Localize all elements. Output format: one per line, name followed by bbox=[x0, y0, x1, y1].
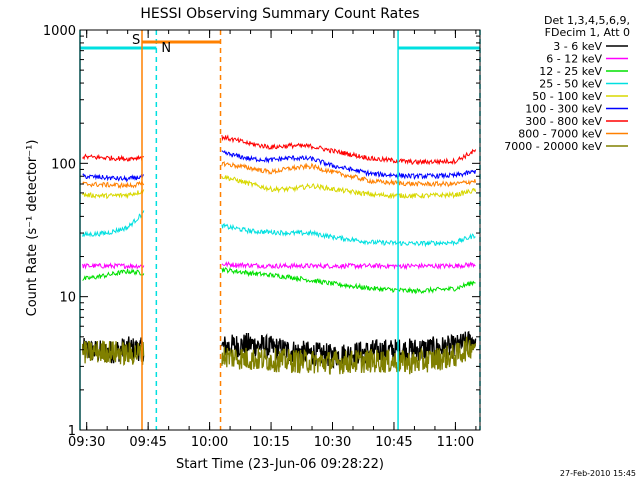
legend-header-1: FDecim 1, Att 0 bbox=[545, 26, 630, 39]
x-tick-label-1: 09:45 bbox=[129, 435, 166, 450]
plot-area: SN bbox=[79, 30, 481, 430]
legend-header-0: Det 1,3,4,5,6,9, bbox=[544, 14, 630, 27]
series-line-4-segment-0 bbox=[82, 189, 145, 200]
series-line-4-segment-1 bbox=[221, 174, 477, 200]
n-marker-label: N bbox=[161, 41, 171, 56]
legend-entry-label-4: 50 - 100 keV bbox=[532, 90, 602, 103]
y-tick-label-1: 10 bbox=[59, 291, 76, 306]
legend-entry-label-7: 800 - 7000 keV bbox=[518, 128, 602, 141]
chart-title: HESSI Observing Summary Count Rates bbox=[140, 6, 419, 22]
s-marker-label: S bbox=[132, 33, 140, 48]
y-axis-title: Count Rate (s⁻¹ detector⁻¹) bbox=[25, 140, 40, 317]
series-line-2-segment-1 bbox=[221, 266, 476, 295]
x-axis-title: Start Time (23-Jun-06 09:28:22) bbox=[176, 457, 384, 472]
series-line-6-segment-1 bbox=[221, 134, 477, 166]
series-line-5-segment-1 bbox=[221, 149, 477, 180]
x-tick-label-3: 10:15 bbox=[252, 435, 289, 450]
legend-entry-label-1: 6 - 12 keV bbox=[546, 53, 602, 66]
series-line-2-segment-0 bbox=[82, 268, 145, 281]
x-tick-label-5: 10:45 bbox=[375, 435, 412, 450]
x-tick-label-0: 09:30 bbox=[68, 435, 105, 450]
plot-frame bbox=[79, 29, 481, 431]
axes: 09:30 09:45 10:00 10:15 10:30 10:45 11:00 1 10 10… bbox=[43, 24, 481, 450]
series-line-7-segment-1 bbox=[221, 160, 477, 188]
y-tick-label-3: 1000 bbox=[43, 24, 76, 39]
series-line-1-segment-0 bbox=[82, 262, 145, 270]
series-line-6-segment-0 bbox=[82, 153, 144, 162]
series-line-7-segment-0 bbox=[82, 180, 145, 190]
y-tick-label-2: 100 bbox=[51, 157, 76, 172]
legend-entry-label-8: 7000 - 20000 keV bbox=[504, 140, 602, 153]
series-line-3-segment-0 bbox=[82, 210, 145, 238]
series-line-1-segment-1 bbox=[221, 261, 476, 271]
series-line-8-segment-1 bbox=[221, 336, 477, 375]
series-line-5-segment-0 bbox=[82, 173, 144, 183]
series-line-3-segment-1 bbox=[221, 222, 476, 248]
x-tick-label-6: 11:00 bbox=[437, 435, 474, 450]
legend-entry-label-3: 25 - 50 keV bbox=[539, 78, 602, 91]
x-tick-label-2: 10:00 bbox=[191, 435, 228, 450]
timestamp: 27-Feb-2010 15:45 bbox=[560, 469, 636, 478]
legend: Det 1,3,4,5,6,9,FDecim 1, Att 03 - 6 keV… bbox=[504, 14, 630, 153]
legend-entry-label-0: 3 - 6 keV bbox=[553, 40, 602, 53]
legend-entry-label-5: 100 - 300 keV bbox=[525, 103, 602, 116]
y-tick-label-0: 1 bbox=[68, 424, 76, 439]
legend-entry-label-6: 300 - 800 keV bbox=[525, 115, 602, 128]
series-line-8-segment-0 bbox=[81, 340, 145, 367]
x-tick-label-4: 10:30 bbox=[314, 435, 351, 450]
legend-entry-label-2: 12 - 25 keV bbox=[539, 65, 602, 78]
